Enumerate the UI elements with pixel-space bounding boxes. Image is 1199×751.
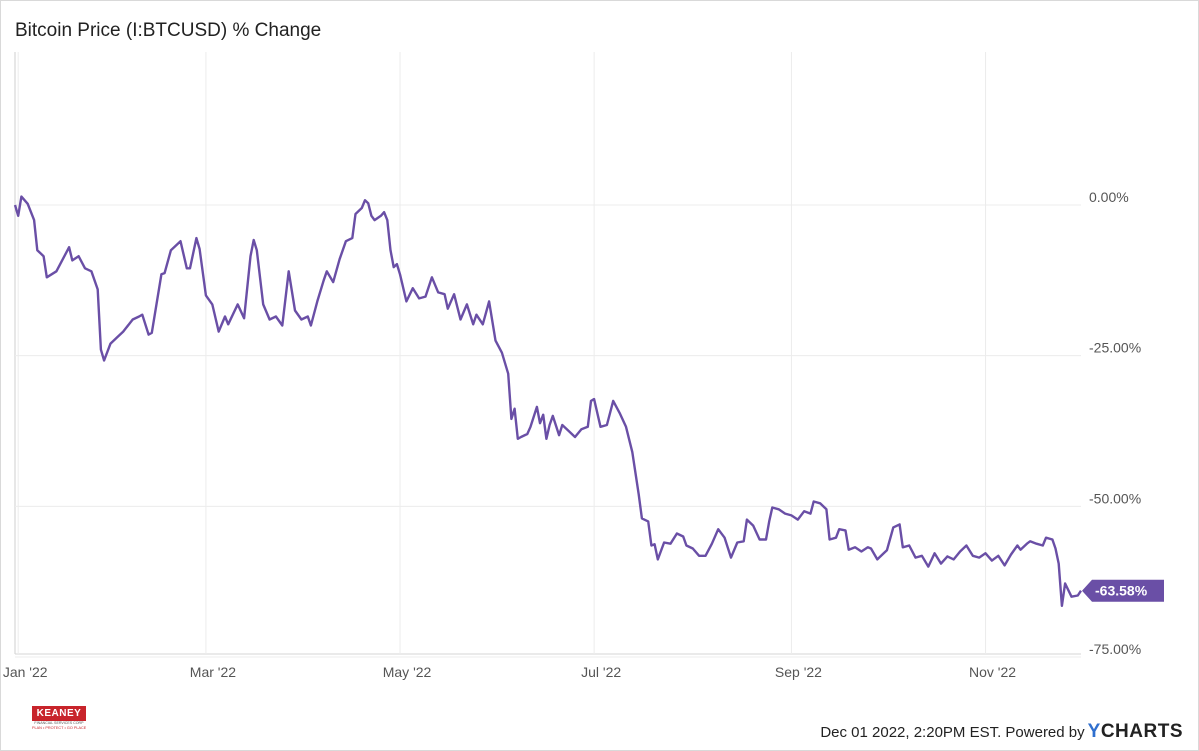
ycharts-logo[interactable]: YCHARTS: [1088, 721, 1183, 743]
y-tick-label: -25.00%: [1089, 340, 1141, 356]
axis-layer: 0.00% -25.00% -50.00% -75.00% Jan '22 Mar '22…: [3, 189, 1141, 680]
last-value-badge-shape: [1082, 579, 1164, 602]
logo-subtitle: FINANCIAL SERVICES CORP: [34, 721, 84, 725]
footer: Dec 01 2022, 2:20PM EST. Powered by YCHA…: [820, 721, 1183, 743]
logo-tagline: PLAN • PROTECT • GO PLACES: [32, 726, 86, 730]
x-tick-label: Jul '22: [581, 664, 621, 680]
x-tick-label: Jan '22: [3, 664, 48, 680]
x-tick-label: May '22: [383, 664, 432, 680]
logo-wordmark: KEANEY: [32, 706, 86, 721]
x-tick-label: Nov '22: [969, 664, 1016, 680]
ycharts-logo-y: Y: [1087, 721, 1101, 742]
y-tick-label: 0.00%: [1089, 189, 1129, 205]
ycharts-logo-rest: CHARTS: [1100, 721, 1183, 742]
y-tick-label: -75.00%: [1089, 641, 1141, 657]
x-tick-label: Mar '22: [190, 664, 236, 680]
keaney-logo[interactable]: KEANEY FINANCIAL SERVICES CORP PLAN • PR…: [32, 706, 86, 731]
footer-timestamp: Dec 01 2022, 2:20PM EST. Powered by: [820, 723, 1085, 741]
last-value-label: -63.58%: [1095, 583, 1148, 599]
series-line-bitcoin[interactable]: [13, 195, 1082, 607]
y-tick-label: -50.00%: [1089, 490, 1141, 506]
chart-title: Bitcoin Price (I:BTCUSD) % Change: [15, 20, 322, 41]
last-value-badge: -63.58%: [1082, 579, 1164, 602]
x-tick-label: Sep '22: [775, 664, 822, 680]
grid-layer: [14, 52, 1081, 658]
